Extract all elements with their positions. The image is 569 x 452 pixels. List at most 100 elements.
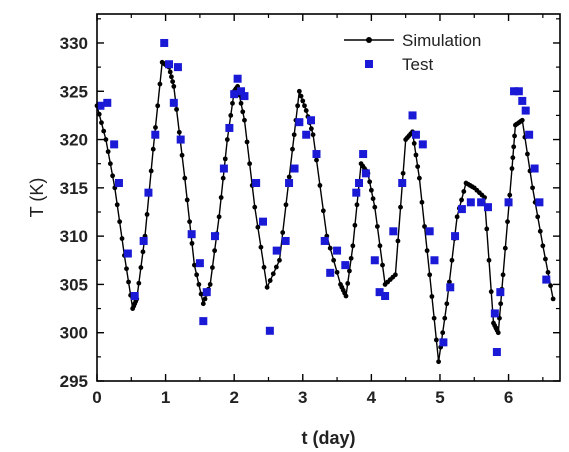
simulation-point — [298, 93, 304, 99]
simulation-point — [449, 257, 455, 263]
test-point — [466, 198, 475, 207]
test-point — [230, 90, 239, 99]
test-point — [430, 256, 439, 265]
simulation-point — [530, 185, 535, 191]
simulation-point — [505, 219, 510, 225]
simulation-point — [136, 280, 142, 286]
y-tick-label: 315 — [60, 179, 88, 198]
simulation-point — [498, 301, 504, 307]
simulation-point — [267, 278, 273, 283]
test-point — [439, 338, 448, 347]
simulation-point — [535, 214, 541, 220]
y-tick-label: 295 — [60, 372, 88, 391]
test-point — [312, 150, 321, 159]
simulation-point — [495, 330, 501, 336]
simulation-point — [367, 179, 373, 185]
test-point — [110, 140, 119, 149]
legend-test-label: Test — [402, 55, 433, 74]
simulation-point — [372, 204, 378, 210]
test-point — [151, 130, 160, 139]
simulation-point — [264, 284, 270, 290]
test-point — [490, 309, 499, 318]
simulation-point — [377, 243, 383, 249]
simulation-point — [207, 282, 213, 287]
plot-area — [94, 38, 556, 365]
y-tick-label: 325 — [60, 82, 88, 101]
test-point — [398, 179, 407, 188]
simulation-point — [290, 146, 295, 152]
simulation-point — [140, 249, 146, 255]
test-point — [302, 130, 311, 139]
test-point — [233, 74, 242, 83]
test-point — [492, 348, 501, 357]
simulation-point — [348, 255, 354, 261]
test-point — [359, 150, 368, 159]
simulation-point — [126, 279, 131, 285]
test-point — [139, 236, 148, 245]
simulation-point — [148, 168, 154, 174]
simulation-point — [525, 151, 530, 157]
test-point — [195, 259, 204, 268]
simulation-point — [270, 271, 276, 277]
test-point — [225, 123, 234, 132]
simulation-point — [395, 238, 401, 244]
simulation-point — [107, 161, 113, 167]
simulation-point — [424, 248, 430, 254]
simulation-point — [545, 269, 551, 275]
test-point — [199, 317, 208, 326]
simulation-point — [380, 262, 385, 268]
simulation-point — [196, 282, 202, 287]
simulation-point — [370, 196, 376, 202]
simulation-point — [442, 315, 448, 321]
test-point — [103, 98, 112, 107]
test-point — [130, 292, 139, 301]
test-point — [281, 236, 290, 245]
simulation-point — [436, 359, 441, 365]
simulation-point — [252, 204, 258, 210]
test-point — [361, 169, 370, 178]
simulation-point — [488, 289, 494, 295]
test-point — [451, 232, 460, 241]
simulation-point — [510, 155, 516, 161]
test-point — [272, 246, 281, 255]
simulation-point — [411, 141, 417, 146]
simulation-point — [459, 197, 464, 203]
test-point — [496, 288, 505, 297]
test-point — [240, 92, 249, 101]
simulation-point — [500, 272, 506, 278]
simulation-point — [354, 202, 360, 208]
x-tick-label: 5 — [435, 388, 444, 407]
simulation-point — [187, 219, 193, 225]
simulation-point — [540, 243, 546, 249]
simulation-point — [300, 98, 306, 104]
simulation-point — [454, 214, 460, 220]
simulation-point — [352, 222, 358, 228]
simulation-point — [157, 81, 163, 87]
simulation-point — [192, 262, 197, 268]
simulation-point — [512, 133, 517, 139]
test-point — [176, 135, 185, 144]
test-point — [446, 283, 455, 292]
simulation-point — [171, 84, 177, 89]
y-tick-label: 320 — [60, 131, 88, 150]
simulation-point — [216, 214, 222, 220]
simulation-point — [291, 132, 297, 138]
test-point — [187, 230, 196, 239]
simulation-point — [202, 296, 208, 302]
simulation-point — [218, 195, 224, 200]
plot-frame — [96, 13, 561, 382]
test-point — [123, 249, 132, 258]
test-point — [525, 130, 534, 139]
test-point — [518, 96, 527, 105]
simulation-point — [101, 128, 107, 134]
simulation-point — [507, 192, 513, 198]
simulation-point — [343, 293, 349, 299]
y-axis-title: T (K) — [27, 178, 47, 218]
legend-simulation-dot — [366, 37, 372, 43]
simulation-point — [320, 208, 326, 214]
simulation-point — [114, 202, 120, 208]
simulation-point — [286, 174, 292, 180]
simulation-point — [317, 183, 323, 188]
simulation-point — [550, 296, 556, 302]
simulation-point — [427, 272, 433, 278]
